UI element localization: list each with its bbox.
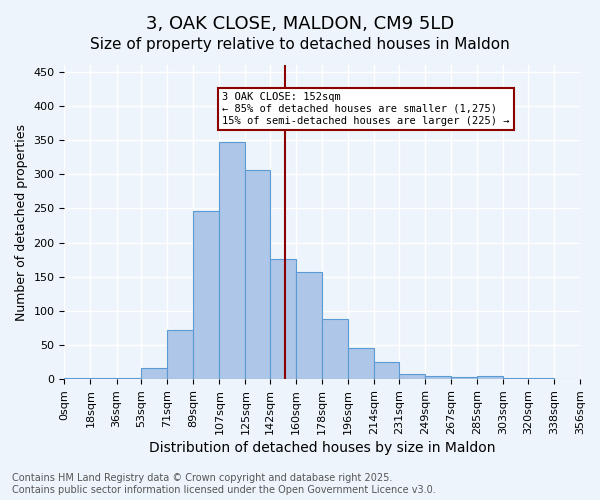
Bar bbox=[141, 368, 167, 379]
Bar bbox=[503, 378, 528, 379]
Bar bbox=[167, 330, 193, 379]
Bar bbox=[245, 170, 270, 379]
Bar bbox=[399, 374, 425, 379]
Y-axis label: Number of detached properties: Number of detached properties bbox=[15, 124, 28, 320]
Bar bbox=[451, 377, 477, 379]
Bar bbox=[193, 211, 220, 379]
Bar bbox=[348, 348, 374, 379]
Bar bbox=[91, 378, 116, 379]
Bar bbox=[554, 378, 580, 379]
Text: 3 OAK CLOSE: 152sqm
← 85% of detached houses are smaller (1,275)
15% of semi-det: 3 OAK CLOSE: 152sqm ← 85% of detached ho… bbox=[222, 92, 510, 126]
Bar bbox=[374, 362, 399, 379]
Text: 3, OAK CLOSE, MALDON, CM9 5LD: 3, OAK CLOSE, MALDON, CM9 5LD bbox=[146, 15, 454, 33]
Bar bbox=[528, 378, 554, 379]
Bar bbox=[116, 378, 141, 379]
Bar bbox=[64, 378, 91, 379]
Bar bbox=[322, 319, 348, 379]
Bar bbox=[477, 376, 503, 379]
Bar bbox=[220, 142, 245, 379]
Text: Size of property relative to detached houses in Maldon: Size of property relative to detached ho… bbox=[90, 38, 510, 52]
Bar bbox=[296, 272, 322, 379]
Bar bbox=[425, 376, 451, 379]
Text: Contains HM Land Registry data © Crown copyright and database right 2025.
Contai: Contains HM Land Registry data © Crown c… bbox=[12, 474, 436, 495]
X-axis label: Distribution of detached houses by size in Maldon: Distribution of detached houses by size … bbox=[149, 441, 496, 455]
Bar bbox=[270, 259, 296, 379]
